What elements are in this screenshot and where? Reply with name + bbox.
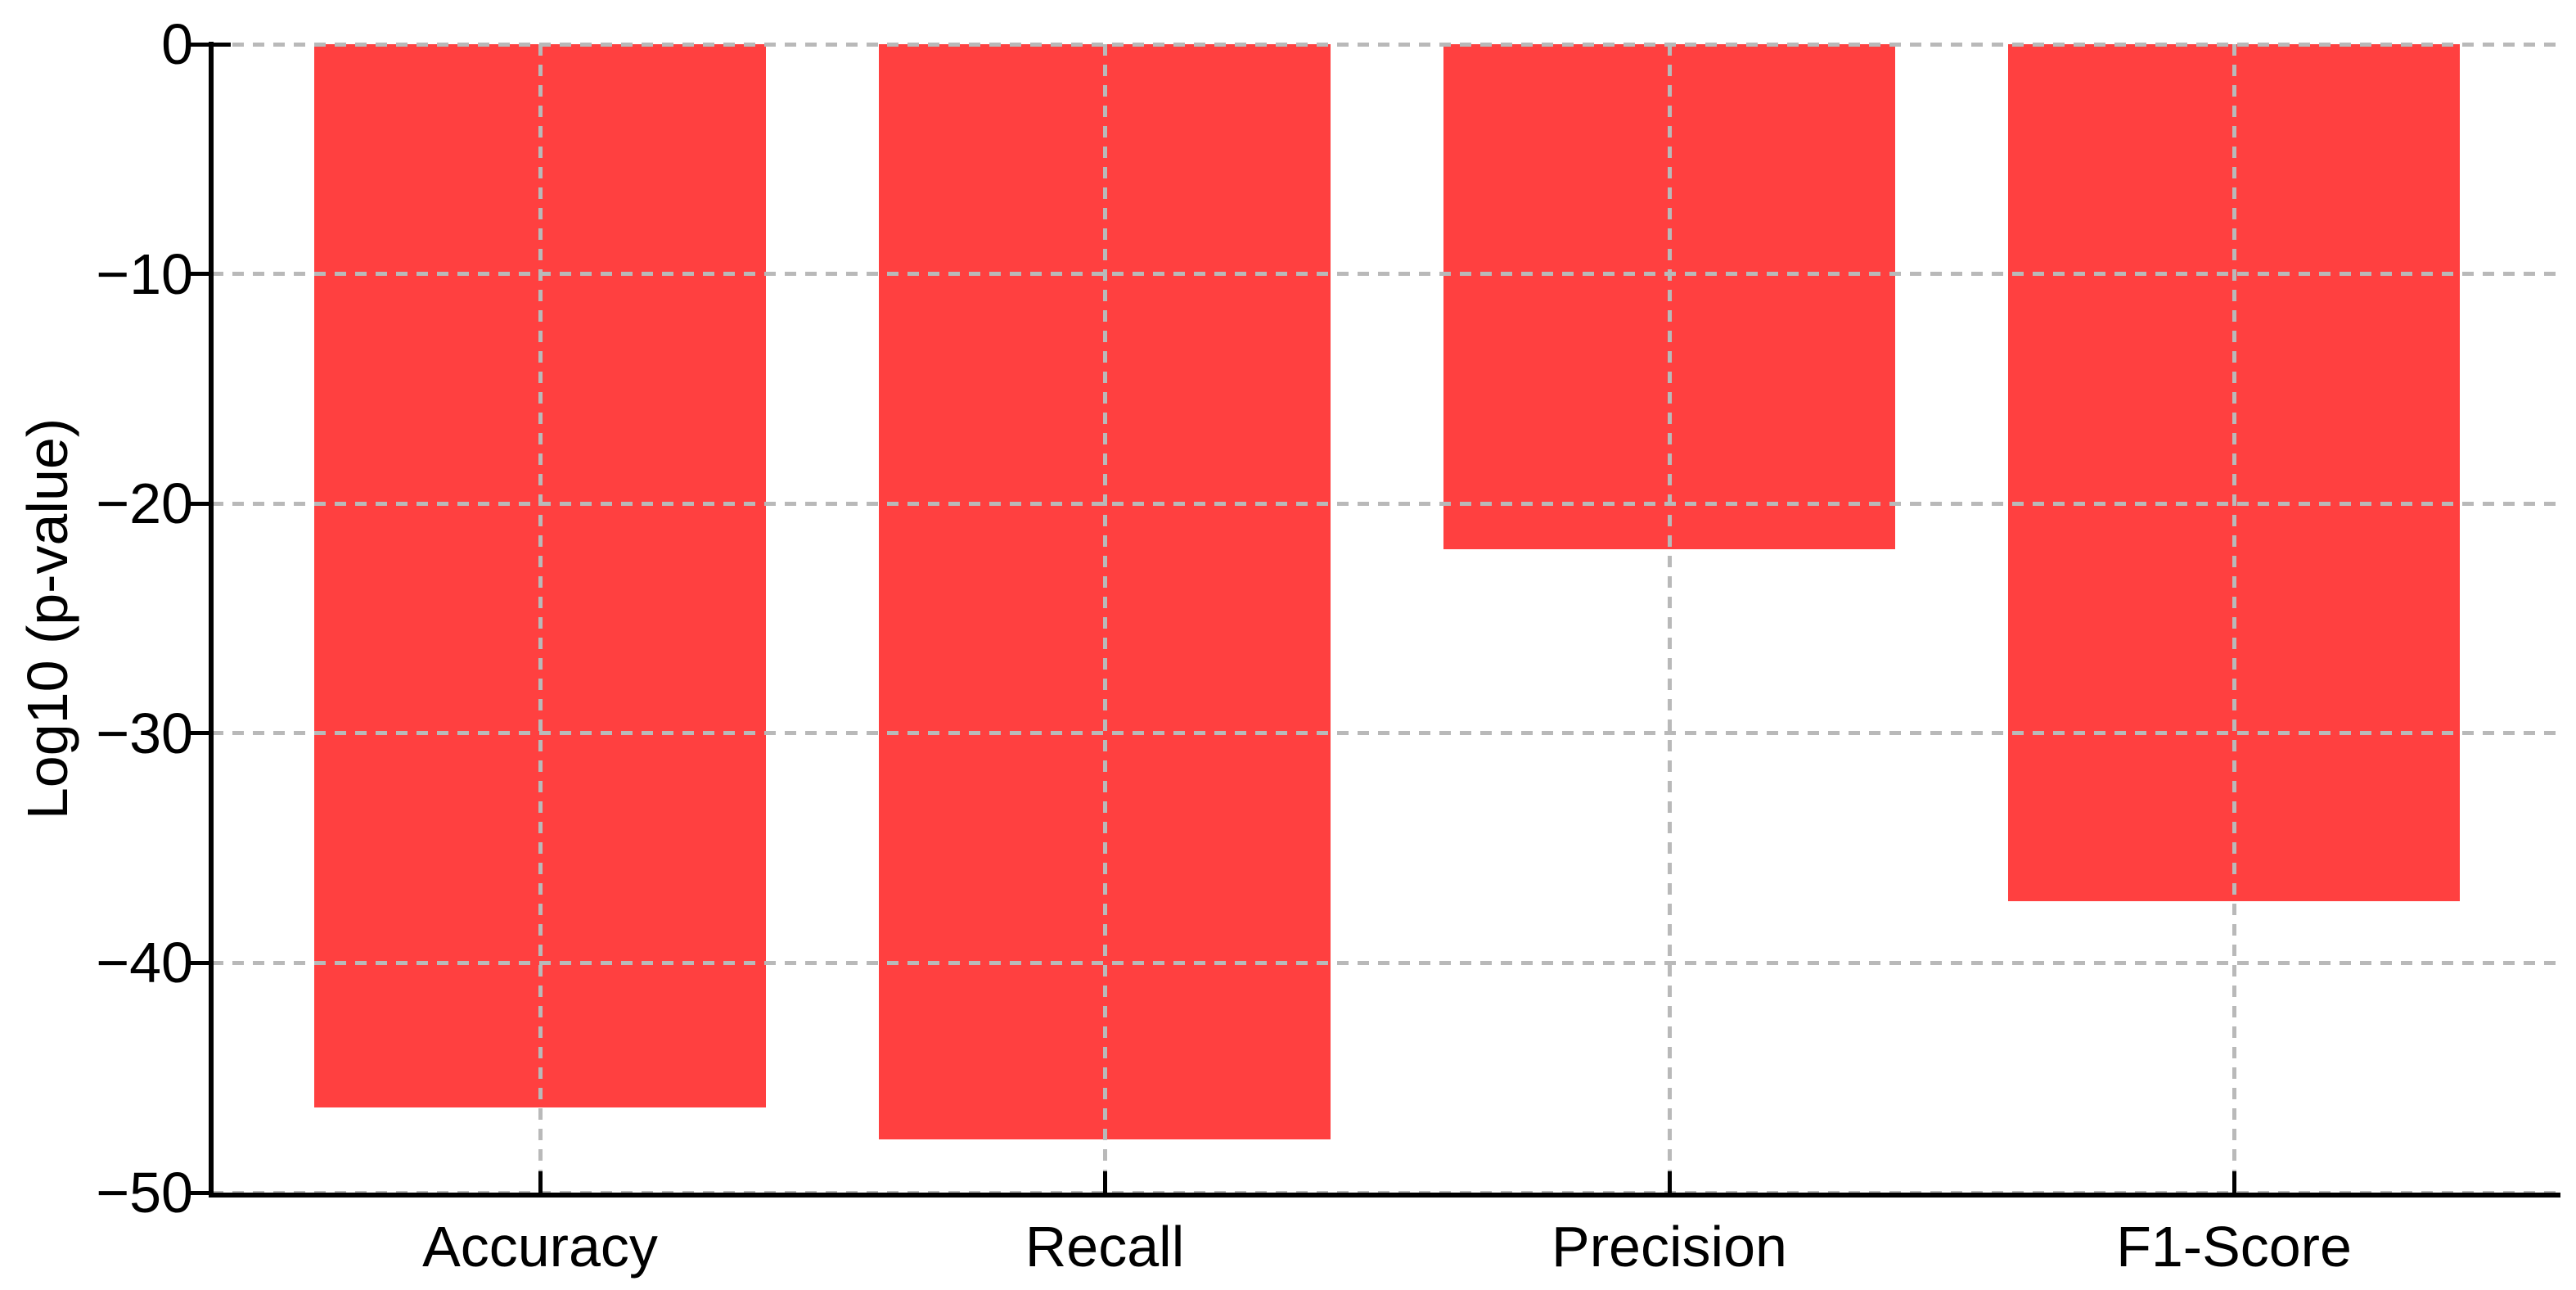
gridline-v-f1-score <box>2231 44 2236 1193</box>
ytick-10 <box>190 272 211 277</box>
xtick-label-f1-score: F1-Score <box>2116 1215 2352 1279</box>
ytick-label-40: −40 <box>96 931 193 995</box>
ytick-40 <box>190 960 211 965</box>
ytick-label-0: 0 <box>161 12 193 76</box>
gridline-h-10 <box>212 272 2558 277</box>
xtick-label-precision: Precision <box>1551 1215 1787 1279</box>
gridline-h-0 <box>212 42 2558 47</box>
gridline-v-precision <box>1667 44 1672 1193</box>
bottom-spine <box>209 1193 2560 1198</box>
ytick-50 <box>190 1190 211 1195</box>
axis-zero-stub <box>211 42 231 47</box>
ytick-label-50: −50 <box>96 1161 193 1225</box>
ytick-30 <box>190 731 211 736</box>
xtick-f1-score <box>2231 1171 2236 1193</box>
gridline-h-40 <box>212 960 2558 965</box>
xtick-label-recall: Recall <box>1025 1215 1185 1279</box>
ytick-0 <box>190 42 211 47</box>
gridline-h-20 <box>212 501 2558 506</box>
ytick-20 <box>190 501 211 506</box>
ytick-label-30: −30 <box>96 701 193 765</box>
xtick-label-accuracy: Accuracy <box>422 1215 658 1279</box>
left-spine <box>209 42 214 1195</box>
gridline-h-30 <box>212 731 2558 736</box>
xtick-precision <box>1667 1171 1672 1193</box>
gridline-v-accuracy <box>538 44 543 1193</box>
gridline-v-recall <box>1102 44 1107 1193</box>
ytick-label-10: −10 <box>96 241 193 306</box>
xtick-accuracy <box>538 1171 543 1193</box>
ytick-label-20: −20 <box>96 471 193 536</box>
xtick-recall <box>1102 1171 1107 1193</box>
